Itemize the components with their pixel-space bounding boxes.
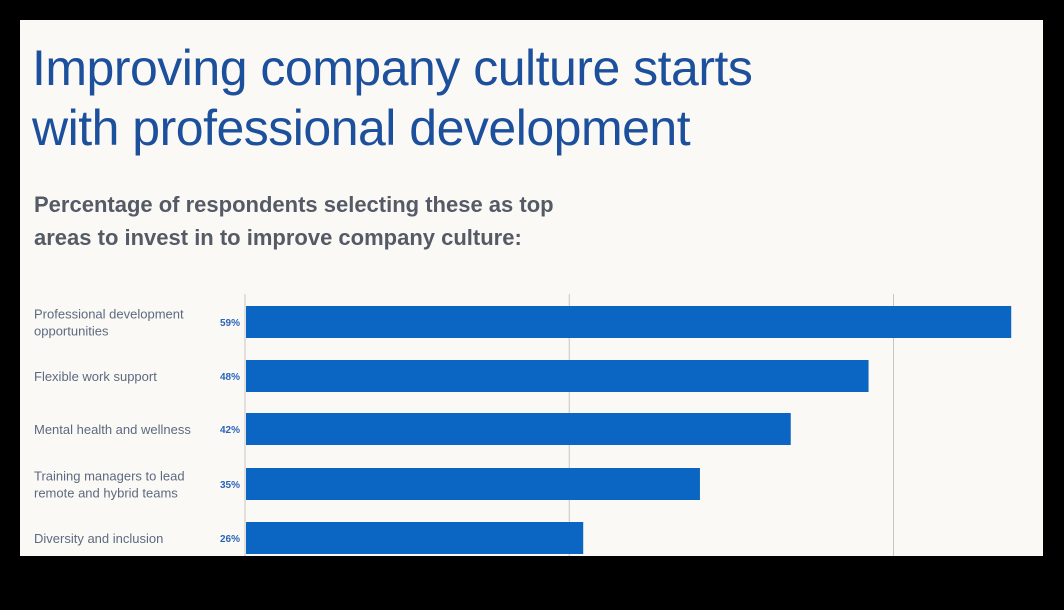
value-label: 42% xyxy=(220,425,240,436)
category-label: Diversity and inclusion xyxy=(34,531,163,546)
bar xyxy=(246,360,869,392)
category-label: Mental health and wellness xyxy=(34,422,191,437)
bar-chart: 59% Professional development opportunities… xyxy=(34,294,1012,556)
bar xyxy=(246,468,700,500)
bar xyxy=(246,306,1012,338)
category-label: Flexible work support xyxy=(34,369,157,384)
title-line: Improving company culture starts xyxy=(32,40,753,96)
value-label: 48% xyxy=(220,372,240,383)
category-label: Training managers to lead remote and hybr… xyxy=(34,469,185,501)
bar xyxy=(246,522,584,554)
value-label: 59% xyxy=(220,318,240,329)
subtitle-line: areas to invest in to improve company cu… xyxy=(34,225,522,250)
value-label: 26% xyxy=(220,534,240,545)
chart-subtitle: Percentage of respondents selecting thes… xyxy=(34,188,554,254)
chart-title: Improving company culture starts with pr… xyxy=(32,38,753,158)
bar xyxy=(246,413,791,445)
subtitle-line: Percentage of respondents selecting thes… xyxy=(34,192,554,217)
title-line: with professional development xyxy=(32,100,691,156)
infographic-panel: Improving company culture starts with pr… xyxy=(20,20,1043,556)
category-label: Professional development opportunities xyxy=(34,307,184,339)
value-label: 35% xyxy=(220,480,240,491)
